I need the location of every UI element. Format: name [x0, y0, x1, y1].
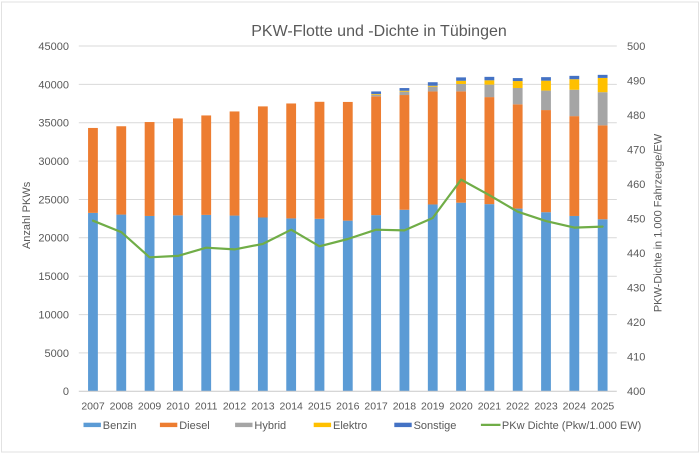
- svg-text:Sonstige: Sonstige: [414, 420, 457, 432]
- svg-text:Diesel: Diesel: [179, 420, 210, 432]
- svg-text:30000: 30000: [38, 156, 69, 168]
- svg-text:2009: 2009: [138, 401, 162, 413]
- svg-text:2020: 2020: [449, 401, 473, 413]
- svg-text:2018: 2018: [393, 401, 417, 413]
- svg-text:2015: 2015: [308, 401, 332, 413]
- svg-text:2014: 2014: [280, 401, 304, 413]
- svg-text:5000: 5000: [45, 348, 69, 360]
- svg-text:2008: 2008: [110, 401, 134, 413]
- svg-text:2016: 2016: [336, 401, 360, 413]
- svg-text:PKW-Dichte in 1.000 Fahrzeuge/: PKW-Dichte in 1.000 Fahrzeuge/EW: [653, 133, 665, 312]
- svg-text:500: 500: [627, 41, 645, 53]
- svg-text:45000: 45000: [38, 41, 69, 53]
- svg-text:35000: 35000: [38, 118, 69, 130]
- svg-text:20000: 20000: [38, 233, 69, 245]
- svg-text:490: 490: [627, 75, 645, 87]
- svg-text:Anzahl PKWs: Anzahl PKWs: [21, 181, 33, 249]
- svg-text:2023: 2023: [534, 401, 558, 413]
- svg-text:25000: 25000: [38, 194, 69, 206]
- svg-text:430: 430: [627, 283, 645, 295]
- svg-text:PKw Dichte (Pkw/1.000 EW): PKw Dichte (Pkw/1.000 EW): [502, 420, 641, 432]
- svg-text:480: 480: [627, 110, 645, 122]
- svg-text:15000: 15000: [38, 271, 69, 283]
- svg-text:2010: 2010: [166, 401, 190, 413]
- svg-text:2022: 2022: [506, 401, 530, 413]
- svg-text:2021: 2021: [478, 401, 502, 413]
- svg-text:2024: 2024: [563, 401, 587, 413]
- svg-text:2007: 2007: [81, 401, 105, 413]
- svg-text:440: 440: [627, 248, 645, 260]
- svg-text:0: 0: [63, 386, 69, 398]
- svg-text:Elektro: Elektro: [333, 420, 367, 432]
- svg-text:470: 470: [627, 145, 645, 157]
- svg-text:10000: 10000: [38, 310, 69, 322]
- svg-text:410: 410: [627, 352, 645, 364]
- svg-text:40000: 40000: [38, 79, 69, 91]
- svg-text:450: 450: [627, 214, 645, 226]
- svg-text:Benzin: Benzin: [103, 420, 137, 432]
- svg-text:2025: 2025: [591, 401, 615, 413]
- svg-text:2017: 2017: [364, 401, 388, 413]
- svg-text:PKW-Flotte und -Dichte in Tübi: PKW-Flotte und -Dichte in Tübingen: [251, 23, 507, 40]
- svg-text:2012: 2012: [223, 401, 247, 413]
- svg-text:Hybrid: Hybrid: [254, 420, 286, 432]
- svg-text:2019: 2019: [421, 401, 445, 413]
- svg-text:2013: 2013: [251, 401, 275, 413]
- svg-text:2011: 2011: [195, 401, 218, 413]
- svg-text:420: 420: [627, 317, 645, 329]
- svg-text:460: 460: [627, 179, 645, 191]
- svg-text:400: 400: [627, 386, 645, 398]
